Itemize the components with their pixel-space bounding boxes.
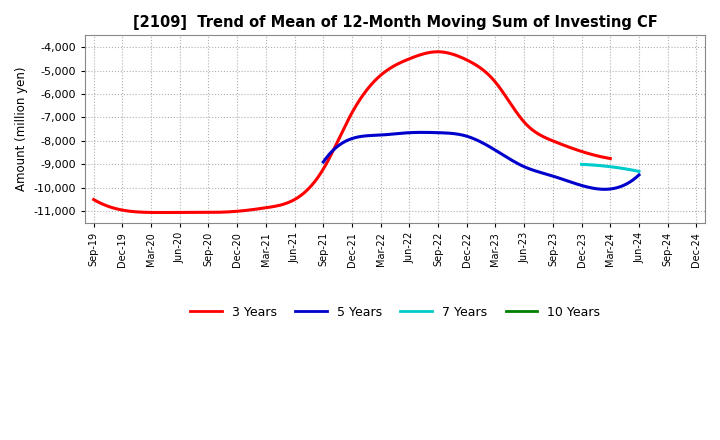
Y-axis label: Amount (million yen): Amount (million yen)	[15, 67, 28, 191]
Title: [2109]  Trend of Mean of 12-Month Moving Sum of Investing CF: [2109] Trend of Mean of 12-Month Moving …	[132, 15, 657, 30]
Legend: 3 Years, 5 Years, 7 Years, 10 Years: 3 Years, 5 Years, 7 Years, 10 Years	[185, 301, 605, 323]
